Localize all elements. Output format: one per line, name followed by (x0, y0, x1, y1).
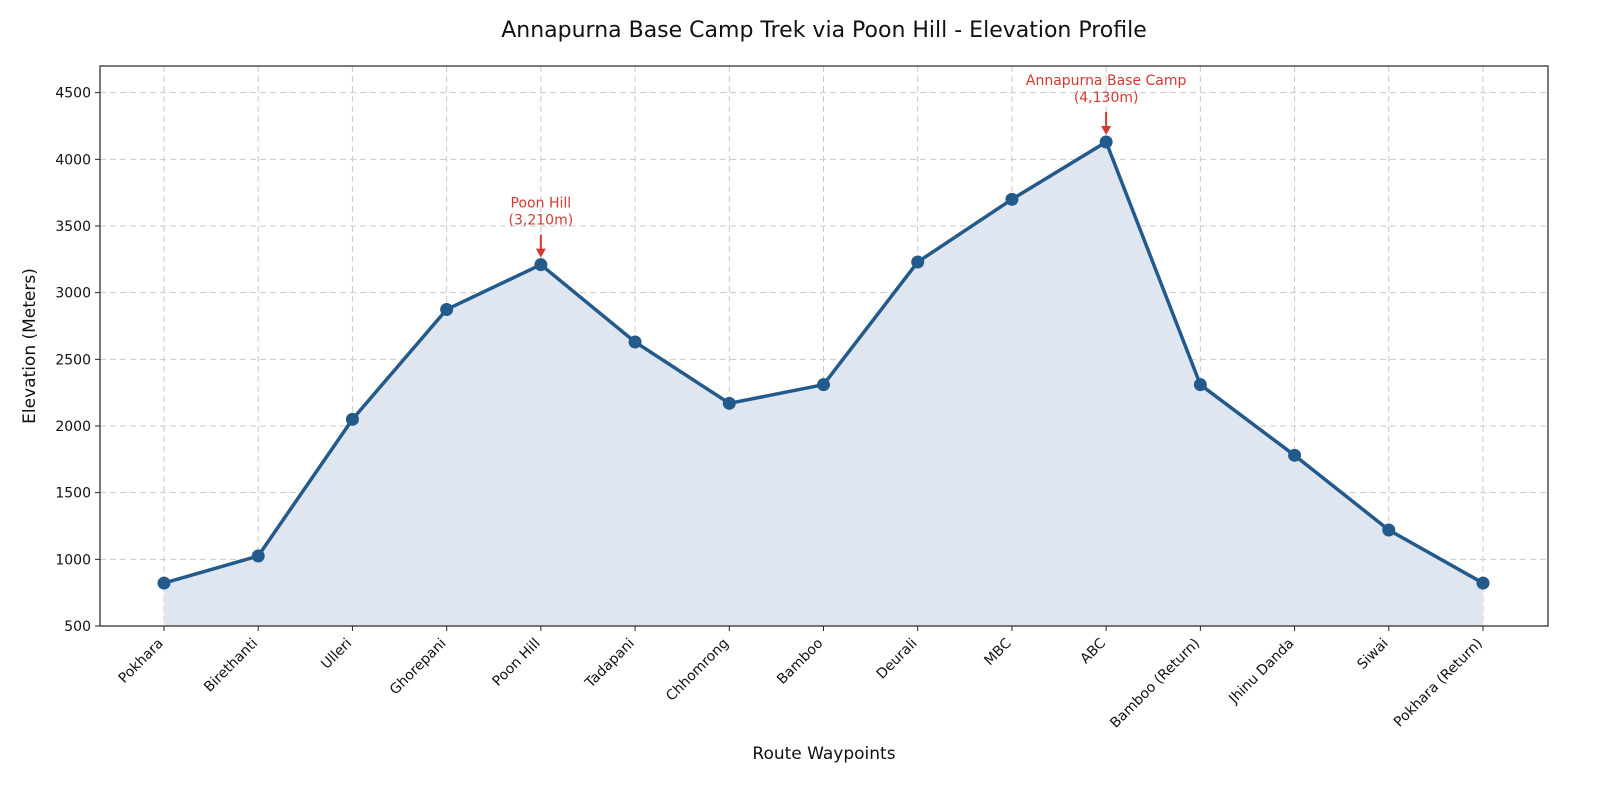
annotation-label: (3,210m) (509, 213, 574, 229)
data-point (440, 302, 454, 316)
chart-title: Annapurna Base Camp Trek via Poon Hill -… (501, 18, 1147, 43)
data-point (911, 255, 925, 269)
data-point (534, 258, 548, 272)
x-tick-label: Pokhara (116, 636, 167, 687)
x-tick-label: Jhinu Danda (1225, 636, 1297, 708)
y-axis-ticks: 500 1000 1500 2000 2500 3000 3500 4000 4500 (55, 86, 100, 635)
x-tick-label: Bamboo (Return) (1107, 636, 1203, 732)
x-axis-ticks: Pokhara Birethanti Ulleri Ghorepani Poon Hil… (116, 626, 1486, 731)
x-tick-label: Tadapani (582, 636, 638, 692)
x-tick-label: MBC (981, 635, 1015, 669)
annotation-label: Annapurna Base Camp (1026, 73, 1187, 89)
annotation-label: (4,130m) (1074, 90, 1139, 106)
x-tick-label: Pokhara (Return) (1391, 636, 1486, 731)
y-axis-label: Elevation (Meters) (20, 268, 40, 424)
x-tick-label: Deurali (874, 636, 921, 683)
y-tick-label: 1500 (55, 486, 91, 502)
y-tick-label: 3000 (55, 286, 91, 302)
x-axis-label: Route Waypoints (752, 744, 895, 764)
x-tick-label: Ulleri (318, 636, 355, 673)
x-tick-label: Chhomrong (663, 636, 732, 705)
plot-frame (99, 65, 1549, 627)
x-tick-label: Siwai (1354, 636, 1391, 673)
data-points (157, 135, 1490, 590)
y-tick-label: 4000 (55, 152, 91, 168)
y-tick-label: 1000 (55, 552, 91, 568)
x-tick-label: Ghorepani (387, 636, 450, 699)
data-point (1005, 192, 1019, 206)
annotation-arrow-head (1101, 126, 1112, 135)
data-point (1288, 448, 1302, 462)
data-point (628, 335, 642, 349)
data-point (817, 378, 830, 392)
data-point (1382, 523, 1396, 537)
x-tick-label: ABC (1077, 635, 1109, 667)
area-fill-group (164, 142, 1483, 626)
y-tick-label: 2500 (55, 352, 91, 368)
y-tick-label: 4500 (55, 86, 91, 102)
y-tick-label: 500 (64, 619, 91, 635)
y-tick-label: 2000 (55, 419, 91, 435)
data-point (345, 412, 359, 426)
x-tick-label: Poon Hill (490, 636, 544, 690)
y-tick-label: 3500 (55, 219, 91, 235)
area-fill (164, 142, 1483, 626)
data-point (1193, 378, 1207, 392)
annotation-arrow-head (535, 248, 546, 258)
x-tick-label: Birethanti (201, 636, 261, 696)
data-point (157, 576, 171, 590)
annotations: Poon Hill(3,210m) Annapurna Base Camp(4,1… (509, 73, 1187, 258)
data-point (722, 396, 736, 410)
x-tick-label: Bamboo (774, 636, 826, 688)
data-point (251, 549, 265, 563)
data-point (1099, 135, 1113, 149)
annotation-label: Poon Hill (511, 196, 572, 212)
data-point (1476, 576, 1490, 590)
